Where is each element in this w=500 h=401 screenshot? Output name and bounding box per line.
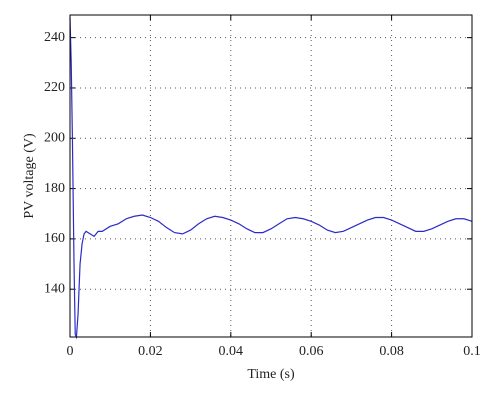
y-axis-label: PV voltage (V)	[22, 133, 37, 219]
x-tick-label: 0.08	[379, 344, 404, 359]
x-tick-label: 0.1	[463, 344, 481, 359]
y-tick-label: 220	[44, 80, 65, 95]
y-tick-label: 140	[44, 281, 65, 296]
x-tick-label: 0.04	[219, 344, 244, 359]
y-tick-label: 200	[44, 130, 65, 145]
x-axis-label: Time (s)	[247, 367, 295, 382]
line	[69, 17, 473, 340]
x-tick-label: 0	[67, 344, 74, 359]
y-tick-label: 180	[44, 181, 65, 196]
x-tick-label: 0.06	[299, 344, 324, 359]
y-tick-label: 240	[44, 30, 65, 45]
y-tick-label: 160	[44, 231, 65, 246]
x-tick-label: 0.02	[138, 344, 163, 359]
plot-frame	[69, 14, 473, 338]
